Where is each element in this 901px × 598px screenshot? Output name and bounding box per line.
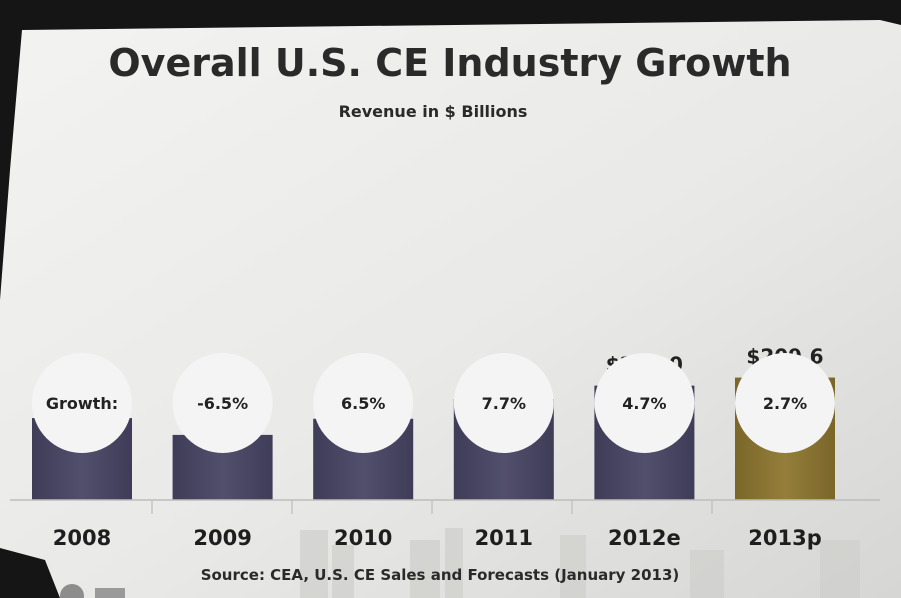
growth-label-2011: 7.7%	[482, 394, 526, 413]
skyline-watermark	[300, 528, 860, 598]
growth-circle-2011	[453, 353, 554, 453]
growth-label-2012e: 4.7%	[622, 394, 666, 413]
bar-plot: $181.5Growth:2008$169.8-6.5%2009$181.06.…	[32, 345, 835, 550]
growth-circle-2008	[32, 353, 132, 453]
growth-circle-2010	[313, 353, 414, 453]
chart-subtitle: Revenue in $ Billions	[339, 102, 528, 121]
category-label-2012e: 2012e	[608, 526, 681, 550]
category-label-2008: 2008	[53, 526, 111, 550]
category-label-2013p: 2013p	[748, 526, 821, 550]
cea-logo	[60, 584, 125, 598]
category-label-2011: 2011	[475, 526, 533, 550]
growth-label-2009: -6.5%	[197, 394, 248, 413]
category-label-2010: 2010	[334, 526, 392, 550]
growth-circle-2012e	[594, 353, 695, 453]
growth-label-2008: Growth:	[46, 394, 118, 413]
growth-label-2013p: 2.7%	[763, 394, 807, 413]
chart-title: Overall U.S. CE Industry Growth	[108, 41, 791, 85]
category-label-2009: 2009	[193, 526, 251, 550]
growth-circle-2009	[172, 353, 273, 453]
source-note: Source: CEA, U.S. CE Sales and Forecasts…	[201, 566, 680, 584]
growth-label-2010: 6.5%	[341, 394, 385, 413]
growth-circle-2013p	[735, 353, 835, 453]
